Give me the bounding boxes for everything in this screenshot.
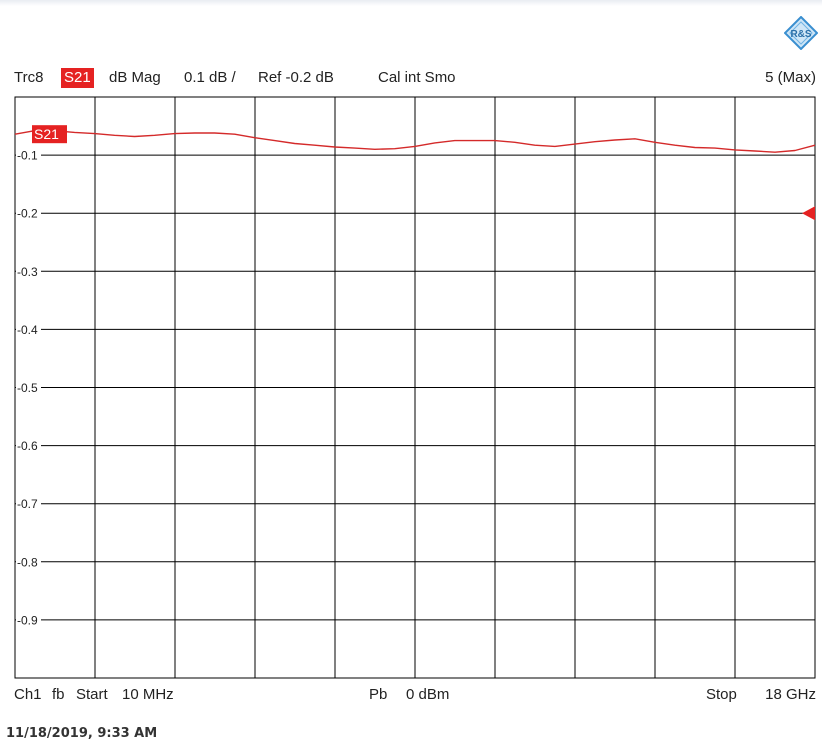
logo-text: R&S bbox=[790, 29, 811, 40]
stop-value: 18 GHz bbox=[765, 686, 816, 703]
y-tick-label-bg bbox=[16, 438, 41, 453]
trace-ref: Ref -0.2 dB bbox=[258, 69, 334, 86]
start-value: 10 MHz bbox=[122, 686, 174, 703]
trace-smoothing: 5 (Max) bbox=[765, 69, 816, 86]
channel-label: Ch1 bbox=[14, 686, 42, 703]
y-tick-label-bg bbox=[16, 380, 41, 395]
trace-line-s21 bbox=[14, 130, 816, 153]
y-tick-label: -0.7 bbox=[17, 497, 38, 511]
timestamp: 11/18/2019, 9:33 AM bbox=[6, 726, 158, 741]
power-value: 0 dBm bbox=[406, 686, 450, 703]
y-tick-label: -0.9 bbox=[17, 613, 38, 627]
top-band bbox=[0, 0, 822, 6]
trace-name: Trc8 bbox=[14, 69, 44, 86]
y-tick-label: -0.4 bbox=[17, 323, 38, 337]
y-tick-label: -0.8 bbox=[17, 555, 38, 569]
y-tick-label-bg bbox=[16, 554, 41, 569]
trace-badge-label: S21 bbox=[34, 126, 59, 142]
y-tick-label-bg bbox=[16, 496, 41, 511]
trace-status: Cal int Smo bbox=[378, 69, 456, 86]
channel-mode: fb bbox=[52, 686, 65, 703]
reference-marker-icon bbox=[802, 206, 815, 221]
y-tick-label-bg bbox=[16, 264, 41, 279]
power-label: Pb bbox=[369, 686, 388, 703]
y-tick-label: -0.5 bbox=[17, 381, 38, 395]
rs-logo-icon: R&S bbox=[784, 16, 818, 50]
y-tick-label-bg bbox=[16, 206, 41, 221]
y-tick-label-bg bbox=[16, 148, 41, 163]
y-tick-label: -0.2 bbox=[17, 207, 38, 221]
y-tick-label: -0.6 bbox=[17, 439, 38, 453]
trace-format: dB Mag bbox=[109, 69, 161, 86]
stop-label: Stop bbox=[706, 686, 737, 703]
y-tick-label-bg bbox=[16, 322, 41, 337]
trace-param-badge[interactable]: S21 bbox=[61, 68, 94, 88]
y-tick-label: -0.1 bbox=[17, 149, 38, 163]
trace-header: Trc8 S21 dB Mag 0.1 dB / Ref -0.2 dB Cal… bbox=[14, 67, 816, 89]
start-label: Start bbox=[76, 686, 108, 703]
trace-scale: 0.1 dB / bbox=[184, 69, 236, 86]
y-tick-label: -0.3 bbox=[17, 265, 38, 279]
y-tick-label-bg bbox=[16, 612, 41, 627]
trace-badge-bg bbox=[32, 125, 67, 144]
channel-footer: Ch1 fb Start 10 MHz Pb 0 dBm Stop 18 GHz bbox=[14, 684, 816, 706]
